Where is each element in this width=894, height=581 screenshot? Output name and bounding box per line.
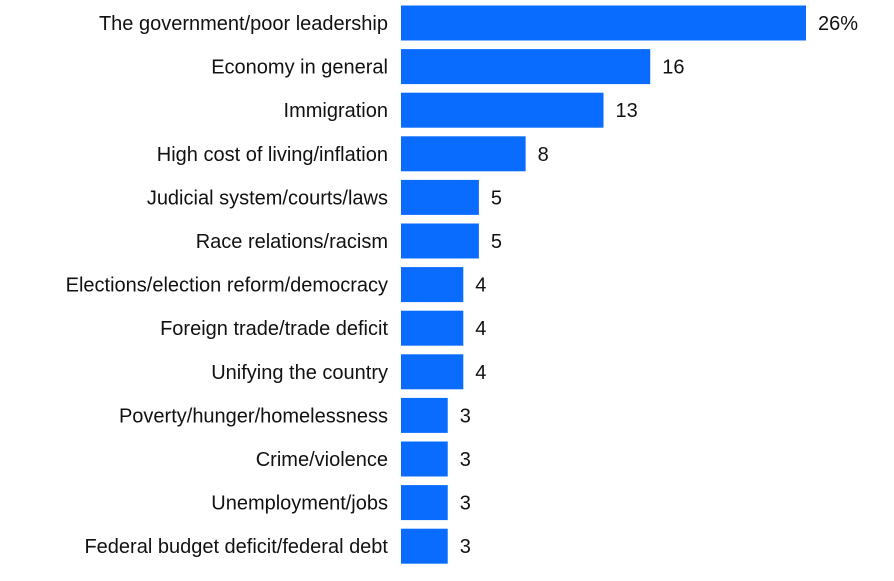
category-label: Elections/election reform/democracy: [66, 275, 388, 297]
bar: [401, 136, 526, 172]
category-label: Poverty/hunger/homelessness: [119, 405, 388, 427]
value-label: 16: [662, 57, 684, 79]
value-label: 8: [538, 144, 549, 166]
bar: [401, 441, 448, 477]
bar: [401, 397, 448, 433]
value-label: 3: [460, 405, 471, 427]
category-label: Foreign trade/trade deficit: [160, 318, 388, 340]
category-labels: The government/poor leadership Economy in…: [66, 13, 389, 558]
category-label: Unifying the country: [211, 362, 388, 384]
bar: [401, 5, 806, 41]
bar: [401, 179, 479, 215]
category-label: Economy in general: [211, 57, 388, 79]
bar: [401, 485, 448, 521]
value-label: 4: [475, 362, 486, 384]
value-label: 26%: [818, 13, 858, 35]
value-label: 5: [491, 187, 502, 209]
value-label: 4: [475, 318, 486, 340]
value-label: 3: [460, 536, 471, 558]
value-label: 4: [475, 275, 486, 297]
category-label: Federal budget deficit/federal debt: [84, 536, 388, 558]
value-label: 3: [460, 449, 471, 471]
category-label: Unemployment/jobs: [211, 493, 388, 515]
category-label: Crime/violence: [256, 449, 388, 471]
value-label: 13: [616, 100, 638, 122]
value-label: 5: [491, 231, 502, 253]
bar: [401, 223, 479, 259]
category-label: Judicial system/courts/laws: [147, 187, 388, 209]
value-label: 3: [460, 493, 471, 515]
category-label: The government/poor leadership: [99, 13, 388, 35]
bar: [401, 92, 604, 128]
category-label: Immigration: [284, 100, 388, 122]
bars: [401, 5, 806, 564]
bar: [401, 528, 448, 564]
bar: [401, 49, 651, 85]
bar: [401, 310, 464, 346]
bar: [401, 267, 464, 303]
bar: [401, 354, 464, 390]
category-label: Race relations/racism: [196, 231, 388, 253]
category-label: High cost of living/inflation: [157, 144, 388, 166]
